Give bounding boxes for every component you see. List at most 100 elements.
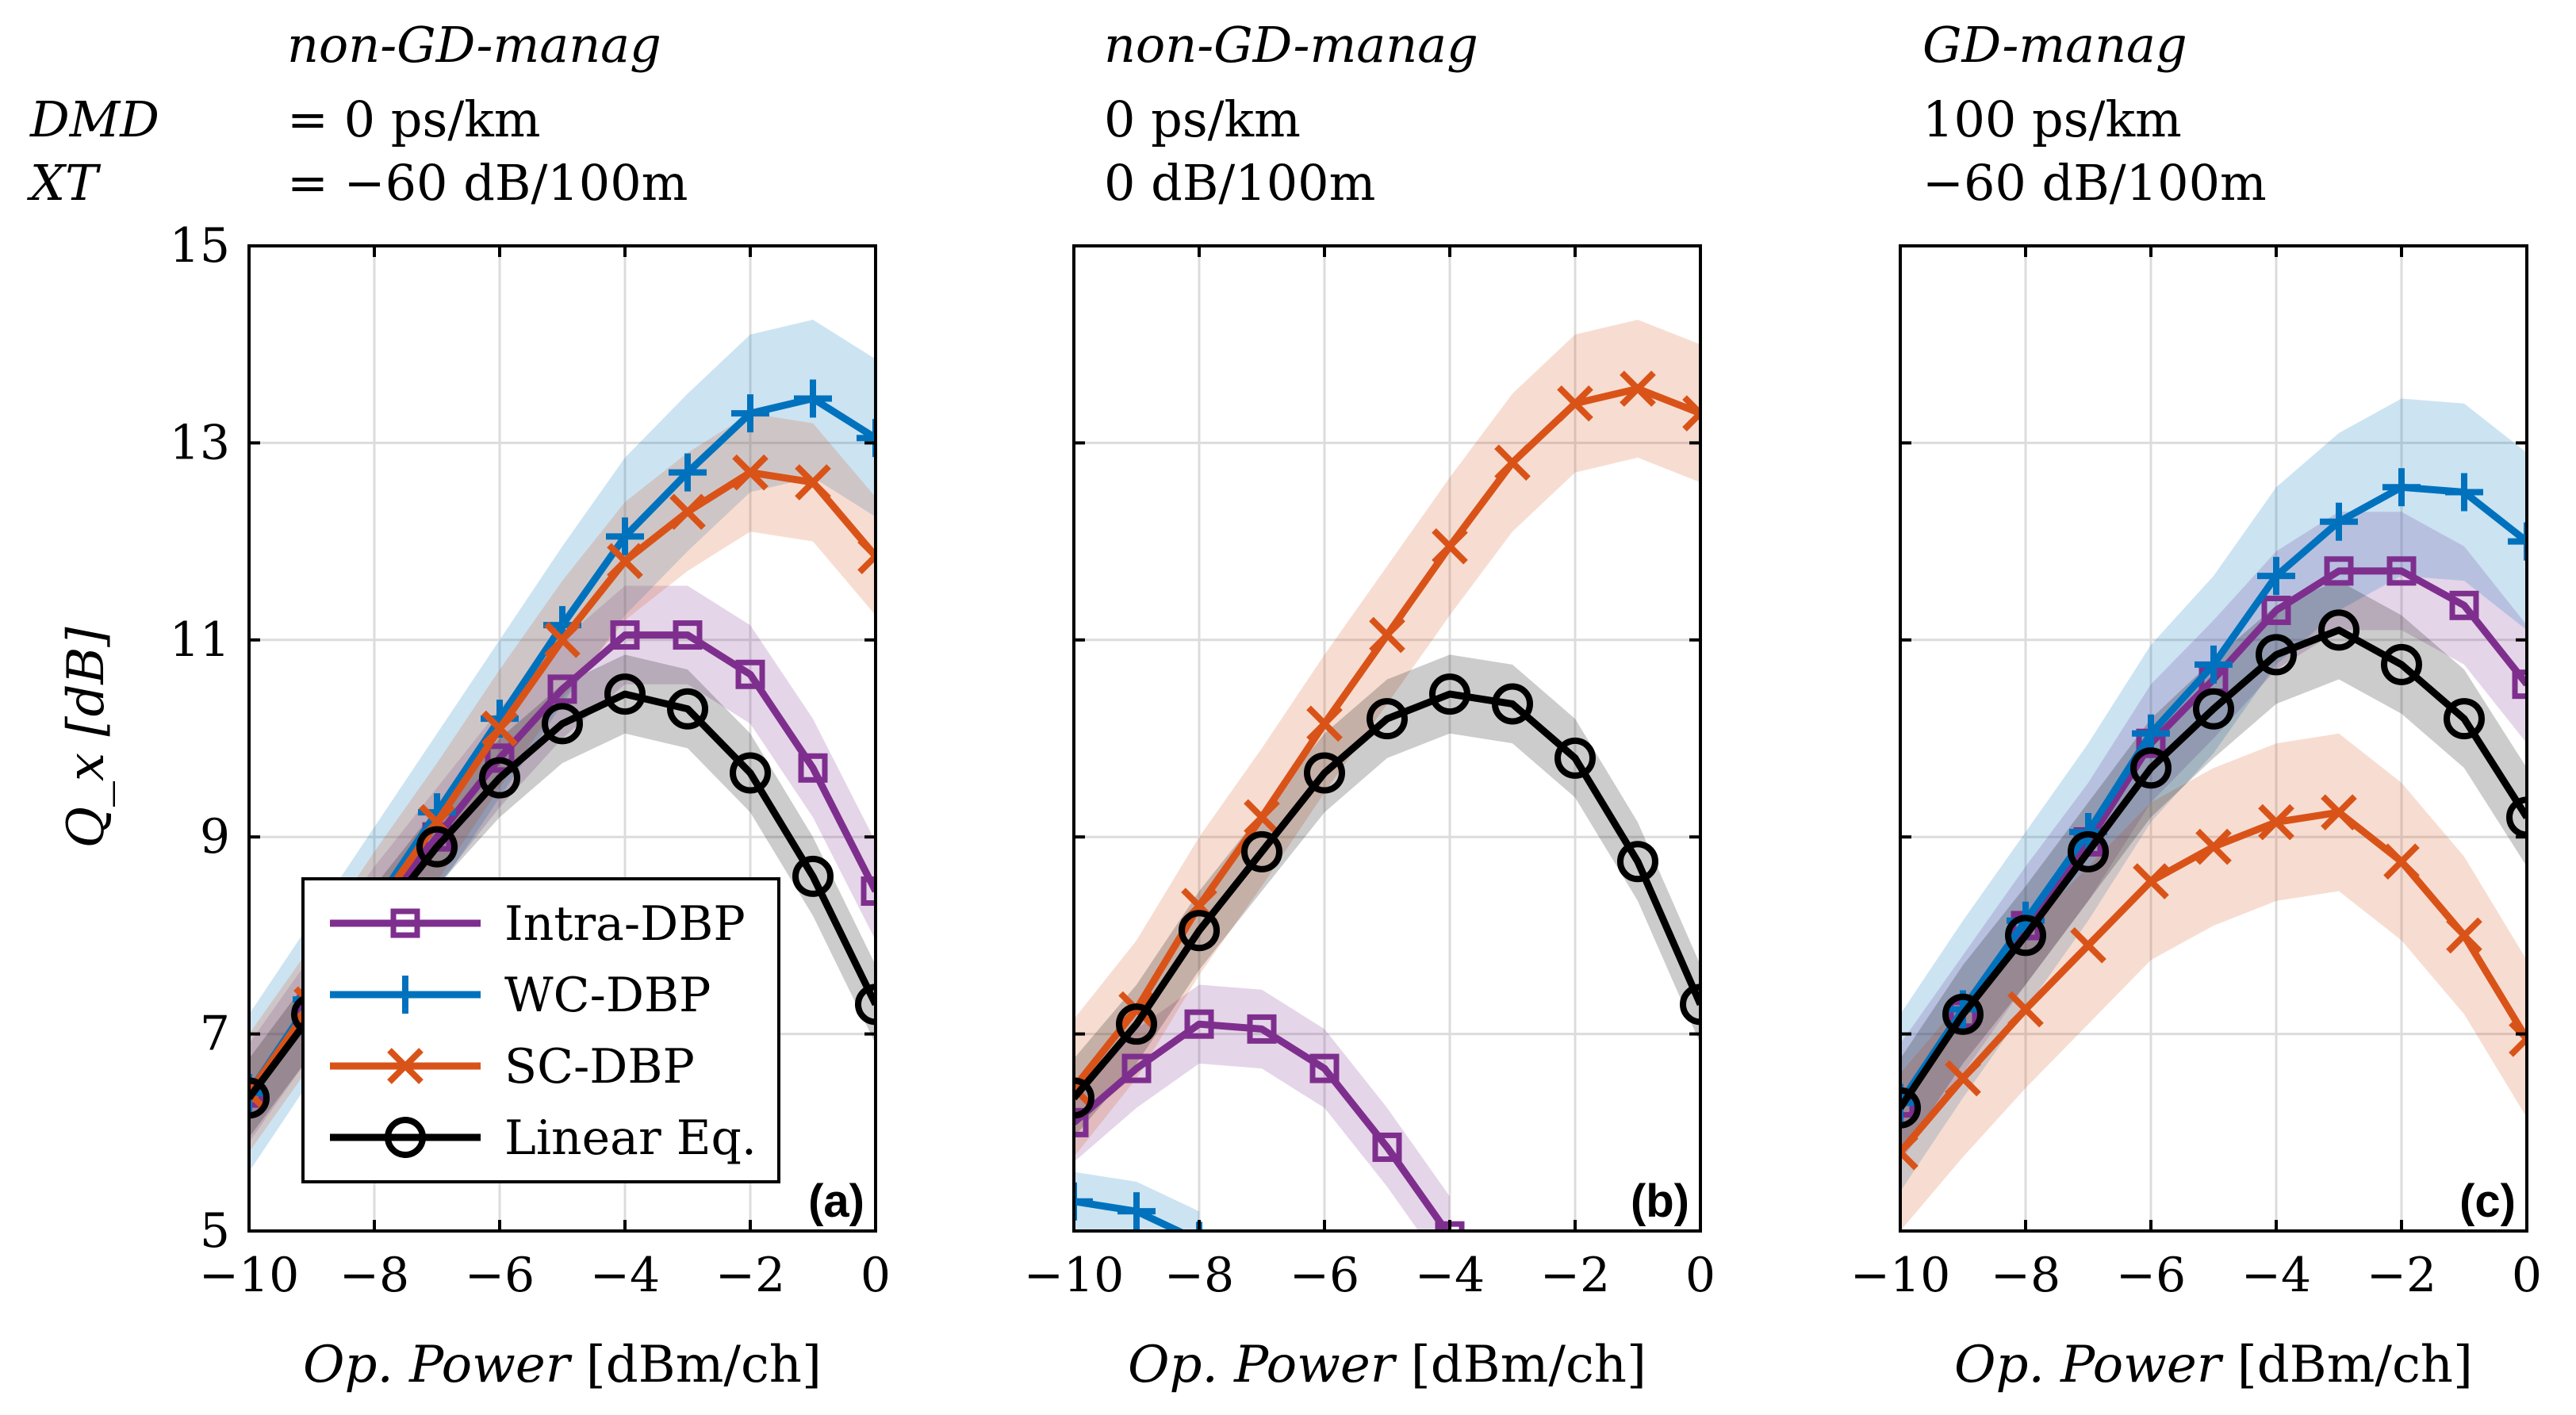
panel-b-dmd-value: 0 ps/km [1104, 90, 1301, 148]
panel-b-band-2 [1074, 320, 1700, 1157]
panel-c-point-sc-dbp-b [2258, 803, 2294, 841]
panel-b-xtick-label: 0 [1685, 1248, 1715, 1303]
panel-a-point-linear-eq [542, 703, 583, 745]
panel-a-point-sc-dbp [669, 493, 706, 531]
panel-b-point-sc-dbp-b [1306, 705, 1343, 742]
panel-c-point-sc-dbp-a [1900, 1147, 1919, 1171]
panel-b-point-linear-eq [1179, 910, 1220, 952]
panel-a-point-wc-dbp [731, 394, 769, 433]
panel-c-plot-area [1900, 246, 2527, 1231]
panel-b-point-sc-dbp-b [1557, 385, 1593, 422]
panel-a-band-0 [249, 585, 876, 1143]
panel-b-scheme-title: non-GD-manag [1104, 16, 1478, 74]
panel-c-point-sc-dbp [2509, 1020, 2527, 1057]
legend-label-wc-dbp: WC-DBP [504, 968, 711, 1023]
panel-c-xtick-label: −2 [2367, 1248, 2436, 1303]
panel-c-point-sc-dbp [2321, 794, 2357, 830]
panel-c-x-axis-label-unit: [dBm/ch] [2221, 1336, 2473, 1394]
panel-a-xt-value: = −60 dB/100m [287, 154, 688, 212]
panel-c-point-sc-dbp-b [1945, 1060, 1981, 1097]
panel-b-point-wc-dbp [1117, 1192, 1156, 1231]
panel-c-xtick-label: −10 [1850, 1248, 1951, 1303]
panel-a-xtick-label: −6 [465, 1248, 535, 1303]
panel-c-point-sc-dbp [2383, 843, 2420, 880]
panel-c-xtick-label: 0 [2512, 1248, 2542, 1303]
panel-c-xt-value: −60 dB/100m [1922, 154, 2267, 212]
panel-c-point-wc-dbp [2382, 468, 2421, 507]
panel-b-xtick-label: −2 [1540, 1248, 1610, 1303]
panel-a-xtick-label: −8 [339, 1248, 409, 1303]
panel-a-point-intra-dbp [861, 876, 876, 907]
panel-c-point-intra-dbp [2324, 556, 2354, 586]
panel-a-x-axis-label-unit: [dBm/ch] [569, 1336, 822, 1394]
panel-a-point-linear-eq [249, 1077, 270, 1119]
panel-a-point-linear-eq [855, 984, 876, 1026]
panel-a-point-linear-eq [479, 757, 520, 799]
panel-c-data [1900, 398, 2527, 1231]
panel-c-point-sc-dbp [2446, 917, 2482, 954]
panel-c-point-sc-dbp-b [2321, 794, 2357, 830]
panel-b-point-sc-dbp-a [1074, 1083, 1092, 1106]
panel-a-point-intra-dbp [610, 620, 640, 650]
panel-c-scheme-title: GD-manag [1922, 16, 2187, 74]
panel-b-point-linear-eq [1367, 698, 1408, 740]
panel-a-point-intra-dbp [547, 674, 577, 704]
panel-a-point-sc-dbp-b [669, 493, 706, 531]
panel-c-band-3 [1900, 581, 2527, 1157]
panel-c-point-sc-dbp-b [2133, 863, 2169, 899]
panel-b-point-linear-eq [1241, 830, 1282, 872]
legend-marker-linear-eq [385, 1117, 426, 1158]
panel-b-point-sc-dbp [1682, 395, 1700, 431]
panel-c-xtick-label: −6 [2116, 1248, 2186, 1303]
panel-a-point-sc-dbp [857, 538, 876, 575]
panel-c-point-sc-dbp [1945, 1060, 1981, 1097]
panel-a-point-sc-dbp-b [795, 464, 831, 500]
panel-a-point-linear-eq [416, 826, 458, 868]
panel-b-point-sc-dbp-b [1682, 408, 1700, 431]
panel-b: −10 −8 −6 −4 −2 0 Op. Power [dBm/ch] (b) [1024, 244, 1715, 1394]
panel-b-xtick-label: −4 [1415, 1248, 1485, 1303]
panel-a-label: (a) [808, 1175, 864, 1227]
panel-a-point-sc-dbp [732, 454, 769, 491]
panel-b-point-linear-eq [1680, 984, 1700, 1026]
panel-c-point-sc-dbp-b [2195, 828, 2232, 865]
panel-b-xtick-label: −6 [1290, 1248, 1359, 1303]
panel-a-point-intra-dbp [673, 620, 703, 650]
panel-a-x-axis-label: Op. Power [dBm/ch] [303, 1336, 822, 1394]
panel-c-point-wc-dbp [2320, 502, 2358, 541]
panel-c-band-2 [1900, 733, 2527, 1231]
panel-b-point-linear-eq [1554, 737, 1596, 779]
legend-marker-intra-dbp [390, 908, 420, 938]
panel-a-dmd-value: = 0 ps/km [287, 90, 541, 148]
panel-a-point-sc-dbp [607, 543, 643, 580]
panel-b-x-axis-label-name: Op. Power [1128, 1336, 1397, 1394]
panel-a-point-wc-dbp [606, 517, 644, 556]
panel-b-band-3 [1074, 654, 1700, 1137]
panel-c-point-linear-eq [2318, 609, 2359, 651]
panel-b-point-sc-dbp-b [1244, 799, 1280, 836]
panel-b-point-sc-dbp [1557, 385, 1593, 422]
panel-b-x-axis-label-unit: [dBm/ch] [1394, 1336, 1646, 1394]
panel-a-point-sc-dbp [795, 464, 831, 500]
legend-marker-sc-dbp-b [387, 1048, 424, 1084]
panel-a-point-linear-eq [604, 673, 646, 715]
panel-c-dmd-value: 100 ps/km [1922, 90, 2182, 148]
panel-a-point-linear-eq [730, 752, 771, 794]
y-axis-label: Q_x [dB] [57, 627, 116, 849]
panel-b-label: (b) [1631, 1175, 1689, 1227]
panel-a-point-wc-dbp [857, 419, 876, 458]
panel-a-x-axis-label-name: Op. Power [303, 1336, 573, 1394]
panel-c: −10 −8 −6 −4 −2 0 Op. Power [dBm/ch] (c) [1850, 244, 2542, 1394]
panel-c-point-linear-eq [2381, 643, 2422, 685]
panel-b-point-sc-dbp-b [1369, 616, 1405, 654]
legend-marker-wc-dbp [386, 976, 424, 1014]
row-label-xt: XT [27, 154, 102, 212]
panel-c-point-sc-dbp-b [2446, 917, 2482, 954]
panels: −10 −8 −6 −4 −2 0 5 7 9 11 13 15 Op. Power [dBm/ch] (… [170, 218, 2542, 1394]
panel-c-line-linear-eq [1900, 626, 2527, 1110]
panel-b-point-linear-eq [1116, 1003, 1157, 1045]
panel-a-point-sc-dbp-b [732, 454, 769, 491]
panel-a-point-sc-dbp-a [857, 538, 876, 561]
panel-a-frame [247, 244, 877, 1233]
panel-a: −10 −8 −6 −4 −2 0 5 7 9 11 13 15 Op. Power [dBm/ch] (… [170, 218, 891, 1394]
